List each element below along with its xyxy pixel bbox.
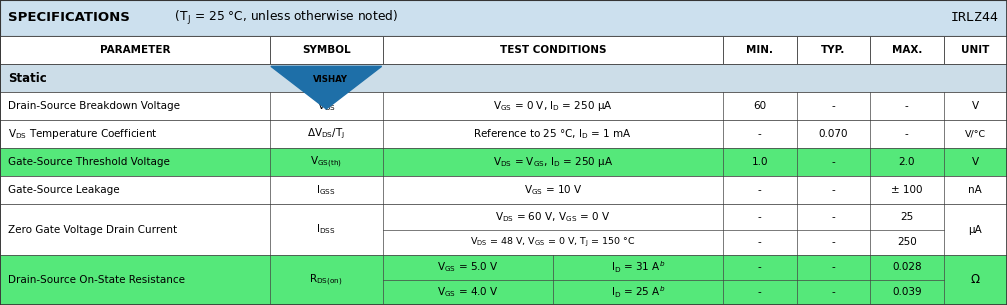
Bar: [0, 36, 270, 64]
Text: V$_\mathregular{DS}$ = V$_\mathregular{GS}$, I$_\mathregular{D}$ = 250 μA: V$_\mathregular{DS}$ = V$_\mathregular{G…: [492, 155, 613, 169]
Text: R$_\mathregular{DS(on)}$: R$_\mathregular{DS(on)}$: [309, 272, 343, 288]
Text: -: -: [832, 101, 835, 111]
Text: ± 100: ± 100: [891, 185, 922, 195]
Text: 25: 25: [900, 212, 913, 222]
Text: VISHAY: VISHAY: [313, 75, 347, 84]
Text: μA: μA: [969, 224, 982, 235]
Text: TYP.: TYP.: [821, 45, 846, 55]
Bar: [944, 36, 1007, 64]
Bar: [0, 120, 1007, 148]
Bar: [270, 36, 383, 64]
Text: $\Delta$V$_\mathregular{DS}$/T$_\mathregular{J}$: $\Delta$V$_\mathregular{DS}$/T$_\mathreg…: [307, 127, 345, 142]
Bar: [723, 36, 797, 64]
Text: Reference to 25 °C, I$_\mathregular{D}$ = 1 mA: Reference to 25 °C, I$_\mathregular{D}$ …: [473, 127, 632, 141]
Text: -: -: [832, 157, 835, 167]
Text: I$_\mathregular{GSS}$: I$_\mathregular{GSS}$: [316, 183, 336, 197]
Text: Zero Gate Voltage Drain Current: Zero Gate Voltage Drain Current: [8, 224, 177, 235]
Bar: [0, 204, 1007, 255]
Text: Drain-Source On-State Resistance: Drain-Source On-State Resistance: [8, 275, 185, 285]
Text: V: V: [972, 101, 979, 111]
Text: UNIT: UNIT: [961, 45, 990, 55]
Text: V$_\mathregular{GS(th)}$: V$_\mathregular{GS(th)}$: [310, 155, 342, 170]
Text: -: -: [758, 212, 761, 222]
Text: nA: nA: [969, 185, 982, 195]
Bar: [797, 36, 870, 64]
Text: TEST CONDITIONS: TEST CONDITIONS: [499, 45, 606, 55]
Text: -: -: [832, 237, 835, 247]
Bar: [383, 36, 723, 64]
Text: -: -: [758, 129, 761, 139]
Text: SPECIFICATIONS: SPECIFICATIONS: [8, 12, 130, 24]
Text: Static: Static: [8, 72, 46, 84]
Text: -: -: [905, 129, 908, 139]
Text: V$_\mathregular{DS}$ Temperature Coefficient: V$_\mathregular{DS}$ Temperature Coeffic…: [8, 127, 158, 141]
Text: -: -: [832, 212, 835, 222]
Text: -: -: [905, 101, 908, 111]
Text: 60: 60: [753, 101, 766, 111]
Text: -: -: [832, 262, 835, 272]
Text: I$_\mathregular{D}$ = 31 A$^b$: I$_\mathregular{D}$ = 31 A$^b$: [611, 260, 665, 275]
Text: -: -: [758, 185, 761, 195]
Text: -: -: [758, 287, 761, 297]
Text: Gate-Source Leakage: Gate-Source Leakage: [8, 185, 120, 195]
Polygon shape: [271, 66, 382, 109]
Text: -: -: [832, 287, 835, 297]
Text: V$_\mathregular{GS}$ = 5.0 V: V$_\mathregular{GS}$ = 5.0 V: [437, 260, 498, 274]
Text: V$_\mathregular{GS}$ = 4.0 V: V$_\mathregular{GS}$ = 4.0 V: [437, 285, 498, 299]
Bar: [0, 148, 1007, 176]
Text: V/°C: V/°C: [965, 130, 986, 139]
Text: V: V: [972, 157, 979, 167]
Text: V$_\mathregular{DS}$ = 60 V, V$_\mathregular{GS}$ = 0 V: V$_\mathregular{DS}$ = 60 V, V$_\mathreg…: [495, 210, 610, 224]
Text: -: -: [758, 262, 761, 272]
Bar: [0, 0, 1007, 36]
Text: MAX.: MAX.: [891, 45, 922, 55]
Text: 1.0: 1.0: [751, 157, 768, 167]
Text: SYMBOL: SYMBOL: [302, 45, 350, 55]
Text: PARAMETER: PARAMETER: [100, 45, 170, 55]
Text: 250: 250: [897, 237, 916, 247]
Text: I$_\mathregular{DSS}$: I$_\mathregular{DSS}$: [316, 223, 336, 236]
Text: Drain-Source Breakdown Voltage: Drain-Source Breakdown Voltage: [8, 101, 180, 111]
Bar: [0, 64, 1007, 92]
Bar: [0, 255, 1007, 305]
Text: V$_\mathregular{GS}$ = 10 V: V$_\mathregular{GS}$ = 10 V: [524, 183, 582, 197]
Text: 0.070: 0.070: [819, 129, 848, 139]
Text: -: -: [832, 185, 835, 195]
Text: Gate-Source Threshold Voltage: Gate-Source Threshold Voltage: [8, 157, 170, 167]
Text: I$_\mathregular{D}$ = 25 A$^b$: I$_\mathregular{D}$ = 25 A$^b$: [611, 285, 665, 300]
Text: IRLZ44: IRLZ44: [951, 12, 999, 24]
Text: 2.0: 2.0: [898, 157, 915, 167]
Text: (T$_\mathregular{J}$ = 25 °C, unless otherwise noted): (T$_\mathregular{J}$ = 25 °C, unless oth…: [171, 9, 399, 27]
Text: V$_\mathregular{DS}$: V$_\mathregular{DS}$: [317, 99, 335, 113]
Text: MIN.: MIN.: [746, 45, 773, 55]
Text: 0.039: 0.039: [892, 287, 921, 297]
Text: Ω: Ω: [971, 273, 980, 286]
Bar: [0, 176, 1007, 204]
Text: -: -: [758, 237, 761, 247]
Text: V$_\mathregular{DS}$ = 48 V, V$_\mathregular{GS}$ = 0 V, T$_\mathregular{J}$ = 1: V$_\mathregular{DS}$ = 48 V, V$_\mathreg…: [470, 235, 635, 249]
Text: V$_\mathregular{GS}$ = 0 V, I$_\mathregular{D}$ = 250 μA: V$_\mathregular{GS}$ = 0 V, I$_\mathregu…: [493, 99, 612, 113]
Text: 0.028: 0.028: [892, 262, 921, 272]
Bar: [0, 92, 1007, 120]
Bar: [870, 36, 944, 64]
